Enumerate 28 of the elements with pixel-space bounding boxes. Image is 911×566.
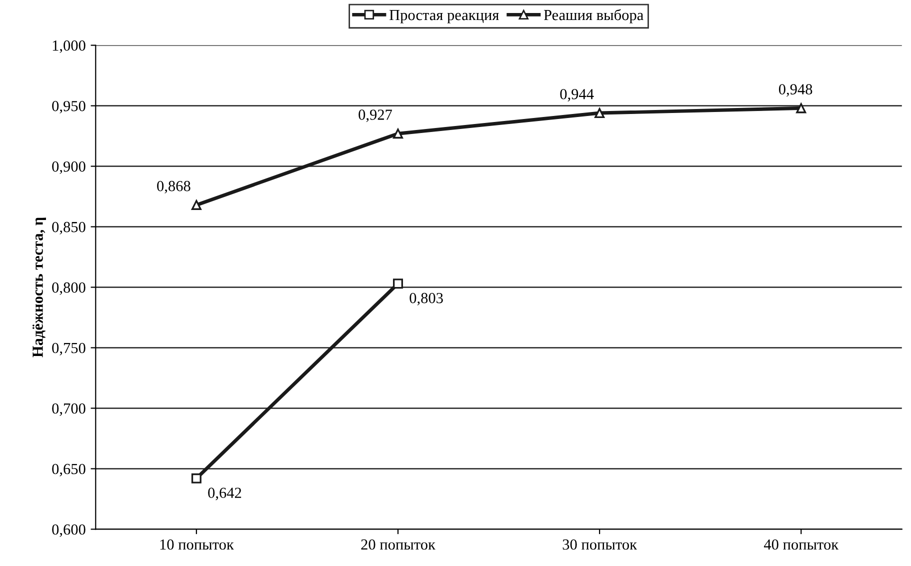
y-tick-label: 1,000 [52,40,86,53]
legend-label: Реашия выбора [544,9,644,24]
point [191,473,202,484]
x-tick-label: 20 попыток [361,539,436,550]
data-label: 0,944 [560,88,594,102]
point [392,128,403,139]
y-tick-label: 0,900 [52,161,86,174]
y-tick-label: 0,700 [52,403,86,416]
point [796,103,806,114]
y-tick-label: 0,600 [52,524,86,537]
y-axis-title: Надёжность теста, η [32,218,46,358]
data-label: 0,642 [208,488,242,500]
point [594,108,605,118]
y-tick-label: 0,950 [52,100,86,114]
y-tick-label: 0,800 [52,282,86,295]
x-tick-label: 30 попыток [562,539,638,550]
data-label: 0,868 [157,180,190,194]
data-label: 0,803 [410,292,443,306]
legend-label: Простая реакция [389,10,499,24]
y-tick-label: 0,750 [52,342,86,356]
x-tick-label: 10 попыток [160,539,234,550]
point [392,278,403,289]
x-tick-label: 40 попыток [764,539,839,550]
y-tick-label: 0,850 [52,222,86,234]
data-label: 0,948 [778,84,812,97]
y-tick-label: 0,650 [52,464,86,476]
data-label: 0,927 [358,110,392,122]
point [191,200,202,210]
